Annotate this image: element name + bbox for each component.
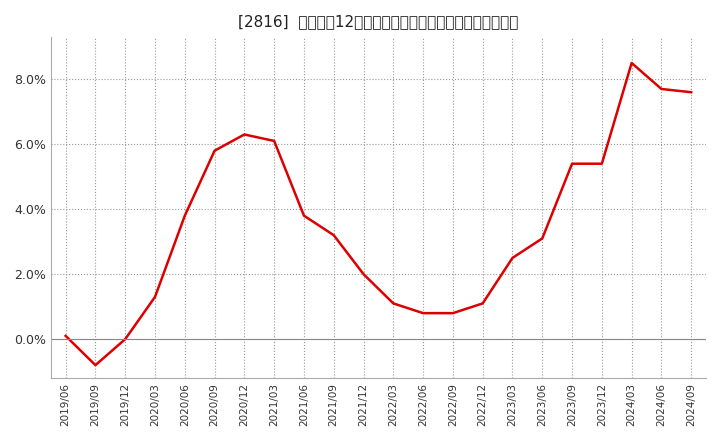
Title: [2816]  売上高の12か月移動合計の対前年同期増減率の推移: [2816] 売上高の12か月移動合計の対前年同期増減率の推移 (238, 14, 518, 29)
